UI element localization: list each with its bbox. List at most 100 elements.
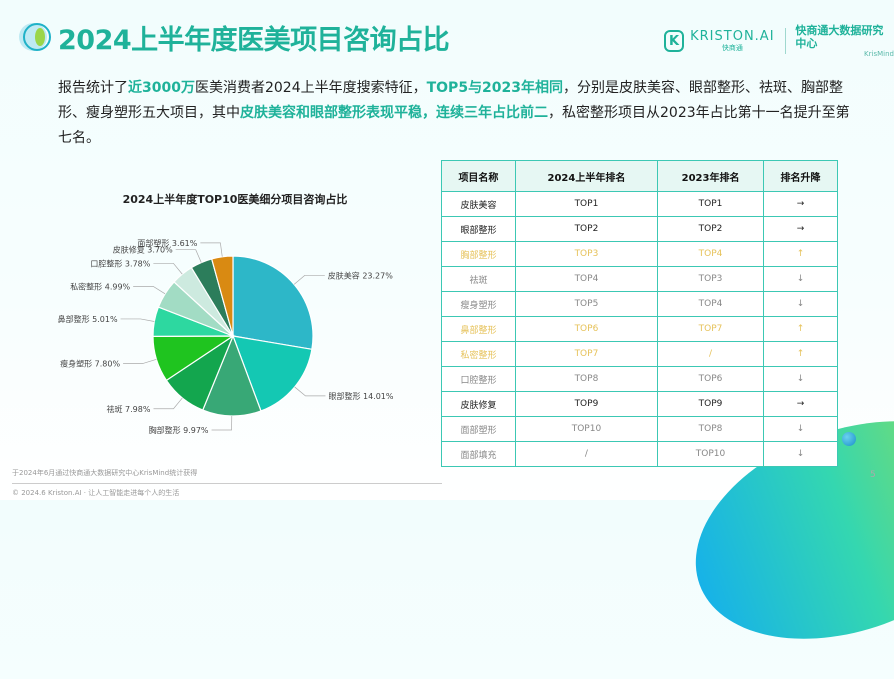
leader-line	[153, 262, 183, 275]
table-row: 胸部整形 TOP3 TOP4 ↑	[441, 241, 838, 267]
rank-change-cell: ↓	[763, 266, 838, 292]
table-header-row: 项目名称 2024上半年排名 2023年排名 排名升降	[441, 160, 838, 192]
rank-2024-cell: TOP10	[514, 416, 659, 442]
slice-label: 皮肤修复 3.70%	[113, 245, 173, 255]
rank-change-cell: ↑	[763, 241, 838, 267]
pie-chart: 皮肤美容 23.27% 眼部整形 14.01% 胸部整形 9.97% 祛斑 7.98%…	[58, 238, 394, 435]
intro-paragraph: 报告统计了近3000万医美消费者2024上半年度搜索特征，TOP5与2023年相…	[58, 76, 858, 151]
rank-2024-cell: TOP1	[514, 191, 659, 217]
rank-2023-cell: TOP2	[656, 216, 765, 242]
rank-change-cell: ↓	[763, 416, 838, 442]
slice-label: 鼻部整形 5.01%	[58, 314, 118, 324]
rank-change-cell: ↑	[763, 341, 838, 367]
rank-change-cell: →	[763, 391, 838, 417]
item-name-cell: 私密整形	[441, 341, 516, 367]
ranking-table: 项目名称 2024上半年排名 2023年排名 排名升降 皮肤美容 TOP1 TOP1…	[441, 160, 838, 467]
item-name-cell: 瘦身塑形	[441, 291, 516, 317]
column-header: 2024上半年排名	[514, 160, 659, 192]
title-logo-icon	[19, 23, 51, 51]
leader-line	[133, 286, 166, 295]
pie-slice	[210, 255, 234, 337]
item-name-cell: 眼部整形	[441, 216, 516, 242]
rank-2023-cell: TOP3	[656, 266, 765, 292]
leader-line	[211, 415, 233, 431]
item-name-cell: 面部塑形	[441, 416, 516, 442]
slice-label: 瘦身塑形 7.80%	[60, 358, 120, 368]
slice-label: 口腔整形 3.78%	[90, 258, 150, 268]
source-note: 于2024年6月通过快商通大数据研究中心KrisMind统计获得	[12, 469, 198, 477]
rank-2023-cell: TOP1	[656, 191, 765, 217]
leader-line	[294, 386, 326, 397]
column-header: 排名升降	[763, 160, 838, 192]
leader-line	[200, 242, 223, 257]
leader-line	[293, 274, 325, 285]
rank-2024-cell: TOP2	[514, 216, 659, 242]
intro-text: 医美消费者2024上半年度搜索特征，	[194, 80, 427, 96]
decorative-dot	[842, 432, 856, 446]
rank-2023-cell: TOP7	[656, 316, 765, 342]
slice-label: 胸部整形 9.97%	[149, 425, 209, 435]
item-name-cell: 皮肤修复	[441, 391, 516, 417]
intro-text: ，私密整形项目从2023年占比第十一名提升至第七名。	[58, 105, 850, 146]
table-row: 瘦身塑形 TOP5 TOP4 ↓	[441, 291, 838, 317]
item-name-cell: 面部填充	[441, 441, 516, 467]
item-name-cell: 胸部整形	[441, 241, 516, 267]
table-row: 皮肤美容 TOP1 TOP1 →	[441, 191, 838, 217]
rank-change-cell: →	[763, 191, 838, 217]
rank-change-cell: →	[763, 216, 838, 242]
rank-2023-cell: TOP4	[656, 291, 765, 317]
brand-cn: 快商通大数据研究中心	[795, 24, 884, 50]
page-number: 5	[870, 470, 876, 480]
item-name-cell: 皮肤美容	[441, 191, 516, 217]
item-name-cell: 口腔整形	[441, 366, 516, 392]
pie-slice	[232, 255, 314, 351]
leader-line	[120, 318, 155, 322]
rank-2023-cell: /	[656, 341, 765, 367]
slice-label: 面部塑形 3.61%	[137, 238, 197, 248]
footer-divider	[12, 483, 442, 484]
table-row: 口腔整形 TOP8 TOP6 ↓	[441, 366, 838, 392]
leader-line	[123, 358, 157, 364]
rank-2024-cell: TOP9	[514, 391, 659, 417]
page-title: 2024上半年度医美项目咨询占比	[58, 25, 450, 56]
rank-2023-cell: TOP6	[656, 366, 765, 392]
leader-line	[153, 397, 183, 410]
brand-divider	[784, 28, 786, 54]
intro-highlight: 皮肤美容和眼部整形表现平稳，连续三年占比前二	[240, 105, 548, 121]
rank-2024-cell: TOP5	[514, 291, 659, 317]
rank-2024-cell: /	[514, 441, 659, 467]
rank-change-cell: ↓	[763, 441, 838, 467]
rank-change-cell: ↓	[763, 291, 838, 317]
rank-2024-cell: TOP8	[514, 366, 659, 392]
rank-change-cell: ↓	[763, 366, 838, 392]
rank-2023-cell: TOP9	[656, 391, 765, 417]
copyright: © 2024.6 Kriston.AI · 让人工智能走进每个人的生活	[12, 489, 180, 497]
brand-en: KrisMind	[864, 50, 894, 58]
item-name-cell: 祛斑	[441, 266, 516, 292]
table-row: 鼻部整形 TOP6 TOP7 ↑	[441, 316, 838, 342]
brand-name: KRISTON.AI	[690, 28, 775, 44]
intro-text: ，分别是皮肤美容、眼部整形、祛斑、胸部整形、瘦身塑形五大项目，其中	[58, 80, 844, 121]
table-row: 面部填充 / TOP10 ↓	[441, 441, 838, 467]
table-row: 眼部整形 TOP2 TOP2 →	[441, 216, 838, 242]
rank-2024-cell: TOP4	[514, 266, 659, 292]
table-row: 皮肤修复 TOP9 TOP9 →	[441, 391, 838, 417]
table-row: 面部塑形 TOP10 TOP8 ↓	[441, 416, 838, 442]
rank-2024-cell: TOP7	[514, 341, 659, 367]
kriston-logo-icon: K	[664, 30, 685, 52]
table-row: 私密整形 TOP7/↑	[441, 341, 838, 367]
intro-text: 报告统计了	[58, 80, 128, 96]
slice-label: 眼部整形 14.01%	[328, 391, 393, 401]
rank-2023-cell: TOP4	[656, 241, 765, 267]
rank-2023-cell: TOP8	[656, 416, 765, 442]
rank-2024-cell: TOP3	[514, 241, 659, 267]
table-row: 祛斑 TOP4 TOP3 ↓	[441, 266, 838, 292]
item-name-cell: 鼻部整形	[441, 316, 516, 342]
slice-label: 私密整形 4.99%	[70, 281, 130, 291]
rank-change-cell: ↑	[763, 316, 838, 342]
slice-label: 祛斑 7.98%	[107, 404, 151, 414]
leader-line	[175, 249, 202, 263]
brand-sub: 快商通	[721, 43, 743, 52]
brand-logo: K KRISTON.AI 快商通 快商通大数据研究中心 KrisMind	[664, 24, 894, 58]
column-header: 2023年排名	[656, 160, 765, 192]
